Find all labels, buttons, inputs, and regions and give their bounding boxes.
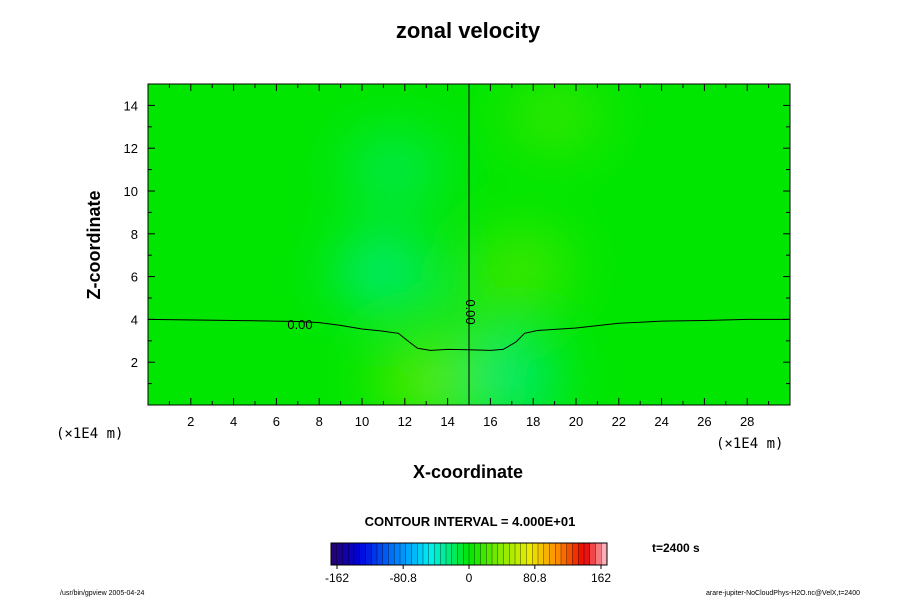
colorbar-level [503,543,510,565]
colorbar-level [584,543,591,565]
x-tick-label: 12 [398,414,412,429]
colorbar-level [440,543,447,565]
x-tick-label: 14 [440,414,454,429]
colorbar-level [549,543,556,565]
y-tick-label: 6 [131,270,138,285]
colorbar-tick-label: 80.8 [523,571,547,585]
zero-contour-label-vertical: 0.00 [463,299,478,324]
y-tick-label: 12 [124,141,138,156]
colorbar-level [348,543,355,565]
field-feature-3 [463,347,560,405]
colorbar-level [486,543,493,565]
footer-left: /usr/bin/gpview 2005-04-24 [60,590,145,597]
colorbar-level [595,543,602,565]
field-feature-0 [335,238,432,307]
colorbar-level [388,543,395,565]
x-tick-label: 28 [740,414,754,429]
colorbar-level [446,543,453,565]
zero-contour-horizontal [148,318,790,351]
zero-contour-label: 0.00 [287,317,312,332]
colorbar-level [566,543,573,565]
x-tick-label: 22 [612,414,626,429]
colorbar-level [480,543,487,565]
colorbar-level [365,543,372,565]
colorbar-level [515,543,522,565]
field-feature-1 [346,135,443,204]
colorbar-level [428,543,435,565]
y-axis-ticks: 2 4 6 8 10 12 14 [124,98,790,385]
x-tick-label: 18 [526,414,540,429]
colorbar-level [423,543,430,565]
x-tick-label: 10 [355,414,369,429]
field-feature-5 [506,84,603,151]
colorbar-level [411,543,418,565]
colorbar-level [354,543,361,565]
colorbar-level [492,543,499,565]
x-axis-label: X-coordinate [413,462,523,482]
x-axis-units: (×1E4 m) [716,436,783,452]
contour-interval: CONTOUR INTERVAL = 4.000E+01 [365,514,576,529]
colorbar-level [400,543,407,565]
colorbar-level [451,543,458,565]
colorbar-level [342,543,349,565]
colorbar-level [538,543,545,565]
time-label: t=2400 s [652,541,700,555]
colorbar-tick-label: -80.8 [389,571,417,585]
colorbar-level [417,543,424,565]
colorbar-level [336,543,343,565]
field-feature-6 [442,274,539,343]
x-tick-label: 24 [654,414,668,429]
colorbar-level [509,543,516,565]
colorbar-level [469,543,476,565]
x-axis-ticks: 2 4 6 8 10 12 14 16 18 20 22 24 26 28 [168,84,770,429]
colorbar-level [377,543,384,565]
colorbar-level [561,543,568,565]
colorbar-level [405,543,412,565]
colorbar-tick-label: -162 [325,571,349,585]
y-tick-label: 2 [131,355,138,370]
x-tick-label: 4 [230,414,237,429]
y-tick-label: 4 [131,312,138,327]
colorbar-level [601,543,608,565]
colorbar-level [520,543,527,565]
colorbar-level [331,543,338,565]
y-tick-label: 14 [124,98,138,113]
x-tick-label: 26 [697,414,711,429]
colorbar-level [474,543,481,565]
colorbar-level [543,543,550,565]
colorbar-level [555,543,562,565]
colorbar-level [434,543,441,565]
x-tick-label: 8 [316,414,323,429]
colorbar-level [589,543,596,565]
colorbar-level [371,543,378,565]
colorbar-level [382,543,389,565]
colorbar-level [359,543,366,565]
colorbar-level [457,543,464,565]
colorbar-tick-label: 162 [591,571,611,585]
footer-right: arare-jupiter-NoCloudPhys-H2O.nc@VelX,t=… [706,590,860,597]
x-tick-label: 6 [273,414,280,429]
colorbar-level [526,543,533,565]
colorbar-level [463,543,470,565]
colorbar-level [394,543,401,565]
y-axis-units: (×1E4 m) [56,426,123,442]
colorbar [331,543,608,565]
colorbar-level [532,543,539,565]
plot-area [148,84,790,405]
y-axis-label: Z-coordinate [84,190,104,299]
chart-title: zonal velocity [396,18,541,43]
x-tick-label: 20 [569,414,583,429]
colorbar-level [572,543,579,565]
y-tick-label: 10 [124,184,138,199]
field-feature-2 [378,347,475,405]
y-tick-label: 8 [131,227,138,242]
colorbar-ticks: -162 -80.8 0 80.8 162 [325,565,611,585]
colorbar-level [497,543,504,565]
colorbar-level [578,543,585,565]
x-tick-label: 16 [483,414,497,429]
colorbar-tick-label: 0 [466,571,473,585]
x-tick-label: 2 [187,414,194,429]
